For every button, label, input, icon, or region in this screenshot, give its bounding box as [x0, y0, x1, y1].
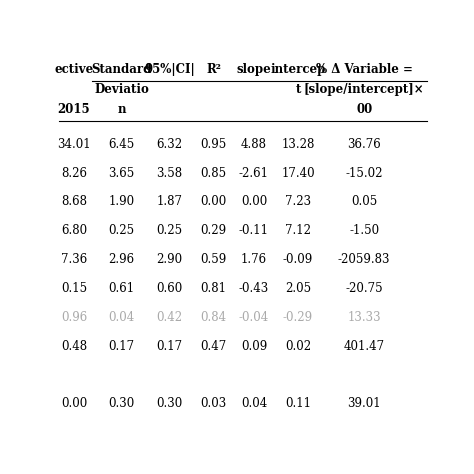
- Text: 13.28: 13.28: [282, 138, 315, 151]
- Text: 2.96: 2.96: [109, 253, 135, 266]
- Text: -2.61: -2.61: [239, 167, 269, 180]
- Text: 6.45: 6.45: [109, 138, 135, 151]
- Text: 13.33: 13.33: [347, 311, 381, 324]
- Text: [slope/intercept]×: [slope/intercept]×: [304, 83, 424, 96]
- Text: 2.05: 2.05: [285, 282, 311, 295]
- Text: 3.58: 3.58: [156, 167, 182, 180]
- Text: 0.05: 0.05: [351, 195, 377, 209]
- Text: 4.88: 4.88: [241, 138, 267, 151]
- Text: -0.11: -0.11: [239, 224, 269, 237]
- Text: -0.09: -0.09: [283, 253, 313, 266]
- Text: -1.50: -1.50: [349, 224, 379, 237]
- Text: 7.36: 7.36: [61, 253, 87, 266]
- Text: ective: ective: [55, 63, 93, 76]
- Text: 0.59: 0.59: [201, 253, 227, 266]
- Text: 0.29: 0.29: [201, 224, 227, 237]
- Text: 36.76: 36.76: [347, 138, 381, 151]
- Text: -0.29: -0.29: [283, 311, 313, 324]
- Text: 0.96: 0.96: [61, 311, 87, 324]
- Text: slope: slope: [237, 63, 271, 76]
- Text: 0.09: 0.09: [241, 340, 267, 353]
- Text: 0.04: 0.04: [241, 397, 267, 410]
- Text: Deviatio: Deviatio: [94, 83, 149, 96]
- Text: 0.84: 0.84: [201, 311, 227, 324]
- Text: 0.00: 0.00: [61, 397, 87, 410]
- Text: 0.25: 0.25: [109, 224, 135, 237]
- Text: 0.95: 0.95: [201, 138, 227, 151]
- Text: 1.87: 1.87: [156, 195, 182, 209]
- Text: 0.03: 0.03: [201, 397, 227, 410]
- Text: 401.47: 401.47: [344, 340, 385, 353]
- Text: 0.48: 0.48: [61, 340, 87, 353]
- Text: 0.04: 0.04: [109, 311, 135, 324]
- Text: 0.02: 0.02: [285, 340, 311, 353]
- Text: 34.01: 34.01: [57, 138, 91, 151]
- Text: 0.15: 0.15: [61, 282, 87, 295]
- Text: 0.11: 0.11: [285, 397, 311, 410]
- Text: 0.30: 0.30: [109, 397, 135, 410]
- Text: 0.81: 0.81: [201, 282, 227, 295]
- Text: -20.75: -20.75: [346, 282, 383, 295]
- Text: 00: 00: [356, 103, 372, 116]
- Text: 0.30: 0.30: [156, 397, 182, 410]
- Text: -2059.83: -2059.83: [338, 253, 391, 266]
- Text: 2.90: 2.90: [156, 253, 182, 266]
- Text: -0.43: -0.43: [239, 282, 269, 295]
- Text: 39.01: 39.01: [347, 397, 381, 410]
- Text: 0.85: 0.85: [201, 167, 227, 180]
- Text: 1.76: 1.76: [241, 253, 267, 266]
- Text: 0.42: 0.42: [156, 311, 182, 324]
- Text: 95%|CI|: 95%|CI|: [144, 63, 195, 76]
- Text: 17.40: 17.40: [281, 167, 315, 180]
- Text: 7.23: 7.23: [285, 195, 311, 209]
- Text: 6.32: 6.32: [156, 138, 182, 151]
- Text: R²: R²: [206, 63, 221, 76]
- Text: 0.00: 0.00: [201, 195, 227, 209]
- Text: 8.26: 8.26: [61, 167, 87, 180]
- Text: 6.80: 6.80: [61, 224, 87, 237]
- Text: 3.65: 3.65: [109, 167, 135, 180]
- Text: 0.60: 0.60: [156, 282, 182, 295]
- Text: 0.00: 0.00: [241, 195, 267, 209]
- Text: 8.68: 8.68: [61, 195, 87, 209]
- Text: 0.17: 0.17: [156, 340, 182, 353]
- Text: 0.25: 0.25: [156, 224, 182, 237]
- Text: Standard: Standard: [91, 63, 152, 76]
- Text: 7.12: 7.12: [285, 224, 311, 237]
- Text: % Δ Variable =: % Δ Variable =: [316, 63, 412, 76]
- Text: intercep: intercep: [270, 63, 326, 76]
- Text: 1.90: 1.90: [109, 195, 135, 209]
- Text: n: n: [118, 103, 126, 116]
- Text: t: t: [295, 83, 301, 96]
- Text: 0.61: 0.61: [109, 282, 135, 295]
- Text: -15.02: -15.02: [346, 167, 383, 180]
- Text: -0.04: -0.04: [239, 311, 269, 324]
- Text: 0.17: 0.17: [109, 340, 135, 353]
- Text: 0.47: 0.47: [201, 340, 227, 353]
- Text: 2015: 2015: [58, 103, 90, 116]
